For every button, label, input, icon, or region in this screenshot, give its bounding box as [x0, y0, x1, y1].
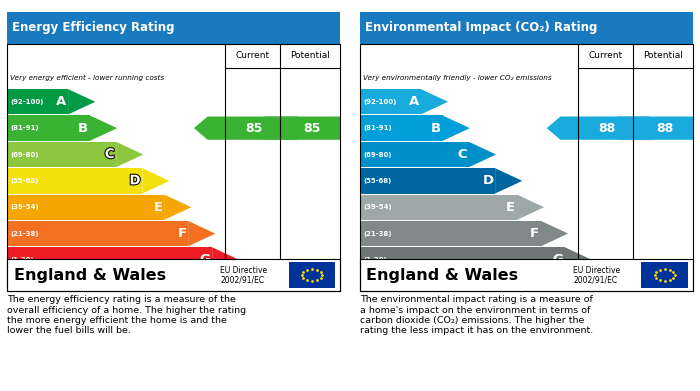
Polygon shape	[541, 221, 568, 246]
Bar	[360, 247, 565, 273]
Text: The environmental impact rating is a measure of
a home's impact on the environme: The environmental impact rating is a mea…	[360, 295, 593, 335]
Text: G: G	[199, 253, 211, 266]
Text: (39-54): (39-54)	[363, 204, 392, 210]
Bar	[7, 221, 188, 246]
Text: England & Wales: England & Wales	[367, 268, 519, 283]
Text: (39-54): (39-54)	[10, 204, 39, 210]
Bar	[360, 44, 693, 291]
Polygon shape	[212, 247, 239, 273]
Text: 85: 85	[246, 122, 263, 135]
Polygon shape	[90, 115, 117, 141]
Text: (55-68): (55-68)	[10, 178, 38, 184]
Bar	[360, 168, 495, 194]
Text: (69-80): (69-80)	[363, 151, 391, 158]
Text: (21-38): (21-38)	[363, 231, 391, 237]
Bar	[7, 12, 340, 44]
Text: Environmental Impact (CO₂) Rating: Environmental Impact (CO₂) Rating	[365, 21, 597, 34]
Polygon shape	[116, 142, 144, 167]
Polygon shape	[421, 89, 448, 115]
Text: (92-100): (92-100)	[363, 99, 396, 105]
Bar	[7, 142, 116, 167]
Bar	[288, 262, 335, 289]
Text: 88: 88	[656, 122, 673, 135]
Polygon shape	[194, 117, 298, 140]
Text: Very energy efficient - lower running costs: Very energy efficient - lower running co…	[10, 75, 164, 81]
Text: (69-80): (69-80)	[10, 151, 38, 158]
Text: (1-20): (1-20)	[363, 257, 387, 263]
Polygon shape	[164, 195, 191, 220]
Bar	[360, 89, 421, 115]
Text: England & Wales: England & Wales	[14, 268, 166, 283]
Bar	[7, 89, 68, 115]
Text: (21-38): (21-38)	[10, 231, 38, 237]
Polygon shape	[188, 221, 216, 246]
Text: A: A	[409, 95, 419, 108]
Polygon shape	[495, 168, 522, 194]
Text: (92-100): (92-100)	[10, 99, 43, 105]
Text: The energy efficiency rating is a measure of the
overall efficiency of a home. T: The energy efficiency rating is a measur…	[7, 295, 246, 335]
Text: Energy Efficiency Rating: Energy Efficiency Rating	[12, 21, 174, 34]
Bar	[360, 142, 469, 167]
Polygon shape	[565, 247, 592, 273]
Text: 85: 85	[303, 122, 321, 135]
Text: Potential: Potential	[643, 51, 683, 60]
Bar	[360, 259, 693, 291]
Bar	[7, 195, 164, 220]
Bar	[7, 168, 142, 194]
Bar	[7, 259, 340, 291]
Text: Current: Current	[236, 51, 270, 60]
Text: (81-91): (81-91)	[10, 125, 39, 131]
Text: E: E	[153, 201, 162, 214]
Text: Potential: Potential	[290, 51, 330, 60]
Bar	[7, 44, 340, 291]
Text: C: C	[105, 148, 115, 161]
Polygon shape	[251, 117, 356, 140]
Bar	[360, 221, 541, 246]
Text: Current: Current	[589, 51, 622, 60]
Polygon shape	[517, 195, 544, 220]
Bar	[360, 115, 442, 141]
Text: Very environmentally friendly - lower CO₂ emissions: Very environmentally friendly - lower CO…	[363, 75, 552, 81]
Polygon shape	[604, 117, 700, 140]
Bar	[641, 262, 688, 289]
Bar	[7, 247, 212, 273]
Polygon shape	[142, 168, 169, 194]
Text: (81-91): (81-91)	[363, 125, 392, 131]
Text: F: F	[530, 227, 539, 240]
Text: A: A	[56, 95, 66, 108]
Polygon shape	[68, 89, 95, 115]
Bar	[7, 115, 90, 141]
Text: C: C	[458, 148, 468, 161]
Text: B: B	[78, 122, 88, 135]
Text: G: G	[552, 253, 564, 266]
Bar	[360, 195, 517, 220]
Text: E: E	[506, 201, 515, 214]
Text: (55-68): (55-68)	[363, 178, 391, 184]
Text: 88: 88	[598, 122, 616, 135]
Text: D: D	[130, 174, 141, 187]
Text: (1-20): (1-20)	[10, 257, 34, 263]
Bar	[360, 12, 693, 44]
Text: Not energy efficient - higher running costs: Not energy efficient - higher running co…	[10, 279, 164, 285]
Text: EU Directive
2002/91/EC: EU Directive 2002/91/EC	[573, 265, 620, 285]
Polygon shape	[442, 115, 470, 141]
Text: B: B	[431, 122, 441, 135]
Polygon shape	[469, 142, 496, 167]
Text: F: F	[177, 227, 186, 240]
Text: D: D	[482, 174, 493, 187]
Text: Not environmentally friendly - higher CO₂ emissions: Not environmentally friendly - higher CO…	[363, 279, 552, 285]
Text: EU Directive
2002/91/EC: EU Directive 2002/91/EC	[220, 265, 267, 285]
Polygon shape	[547, 117, 650, 140]
